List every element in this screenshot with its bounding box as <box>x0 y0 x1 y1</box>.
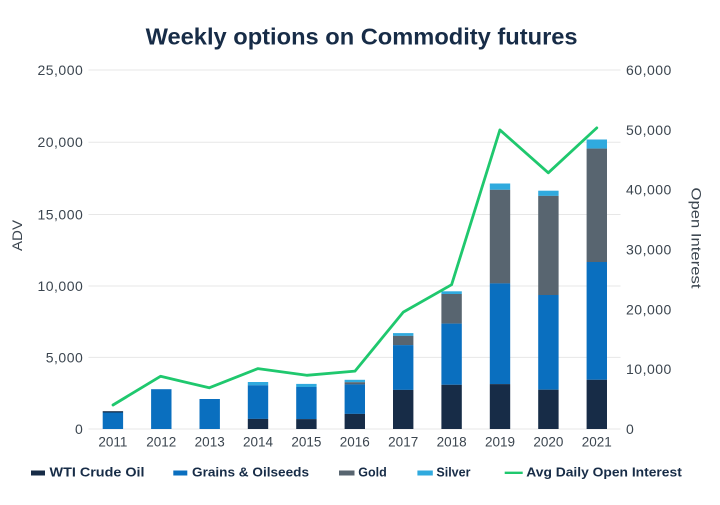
svg-text:2012: 2012 <box>146 435 176 450</box>
svg-text:Gold: Gold <box>358 465 386 479</box>
svg-text:2021: 2021 <box>582 435 612 450</box>
svg-text:WTI Crude Oil: WTI Crude Oil <box>50 465 145 479</box>
svg-text:25,000: 25,000 <box>37 62 83 78</box>
svg-text:2016: 2016 <box>340 435 370 450</box>
svg-text:Open Interest: Open Interest <box>688 188 703 289</box>
svg-text:20,000: 20,000 <box>37 134 83 150</box>
svg-text:0: 0 <box>75 421 83 437</box>
svg-text:10,000: 10,000 <box>37 278 83 294</box>
svg-text:0: 0 <box>626 421 634 437</box>
svg-text:ADV: ADV <box>10 220 25 251</box>
svg-text:2018: 2018 <box>437 435 467 450</box>
svg-text:Silver: Silver <box>436 465 470 479</box>
svg-text:20,000: 20,000 <box>626 301 672 317</box>
svg-text:5,000: 5,000 <box>46 349 84 365</box>
svg-text:60,000: 60,000 <box>626 62 672 78</box>
svg-text:50,000: 50,000 <box>626 122 672 138</box>
svg-text:40,000: 40,000 <box>626 182 672 198</box>
svg-text:2017: 2017 <box>388 435 418 450</box>
svg-text:2015: 2015 <box>291 435 321 450</box>
svg-text:Grains & Oilseeds: Grains & Oilseeds <box>192 465 309 479</box>
svg-text:2019: 2019 <box>485 435 515 450</box>
svg-text:Avg Daily Open Interest: Avg Daily Open Interest <box>526 465 682 479</box>
svg-text:30,000: 30,000 <box>626 242 672 258</box>
svg-text:10,000: 10,000 <box>626 361 672 377</box>
svg-text:2020: 2020 <box>533 435 563 450</box>
svg-text:Weekly options on Commodity fu: Weekly options on Commodity futures <box>146 24 578 50</box>
svg-text:2013: 2013 <box>195 435 225 450</box>
svg-text:2011: 2011 <box>98 435 127 450</box>
svg-text:15,000: 15,000 <box>37 207 83 223</box>
svg-text:2014: 2014 <box>243 435 274 450</box>
